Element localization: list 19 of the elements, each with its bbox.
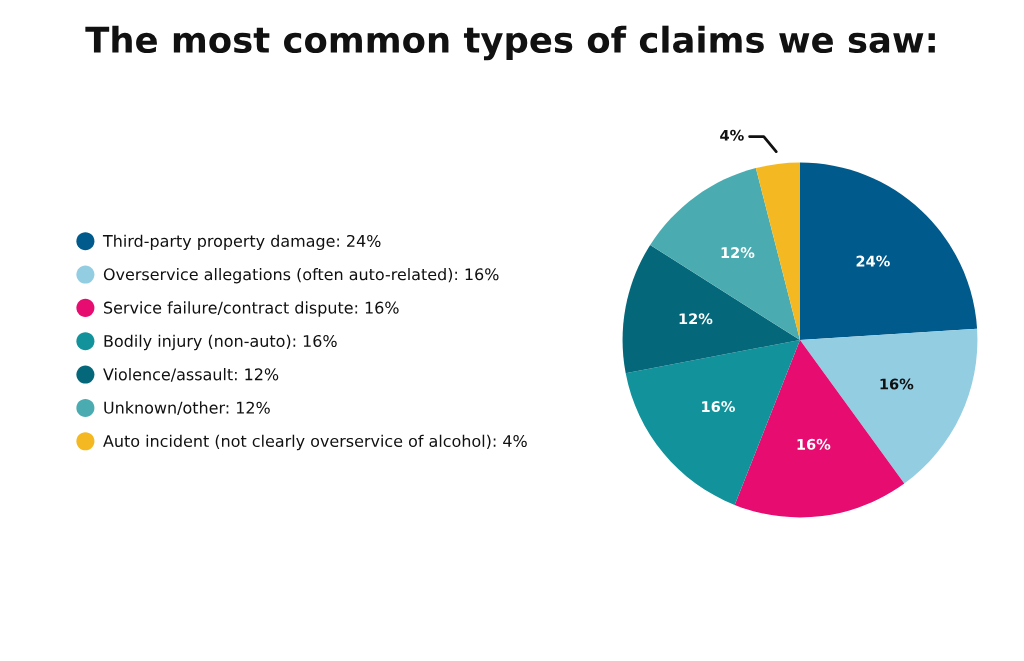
legend-label: Third-party property damage: 24% [102,234,381,251]
pie-slice [622,244,800,374]
legend-label: Service failure/contract dispute: 16% [104,301,399,317]
legend-label: Violence/assault: 12% [103,368,279,382]
pie-slice [755,162,800,340]
legend-label: Overservice allegations (often auto-related): 16% [103,267,499,284]
legend-label: Bodily injury (non-auto): 16% [104,334,337,351]
legend-label: Unknown/other: 12% [104,401,270,415]
data-label: 16% [797,438,831,450]
legend-label: Auto incident (not clearly overservice of alcohol): 4% [103,434,527,451]
chart-title: The most common types of claims we saw: [85,25,935,61]
data-label: 12% [721,247,755,259]
data-label: 12% [679,313,713,325]
pie-slice [650,168,800,340]
data-label: 16% [702,401,735,413]
data-label: 16% [880,378,914,390]
data-label: 24% [856,255,890,267]
data-label: 4% [720,129,744,141]
pie-slice [800,162,978,340]
